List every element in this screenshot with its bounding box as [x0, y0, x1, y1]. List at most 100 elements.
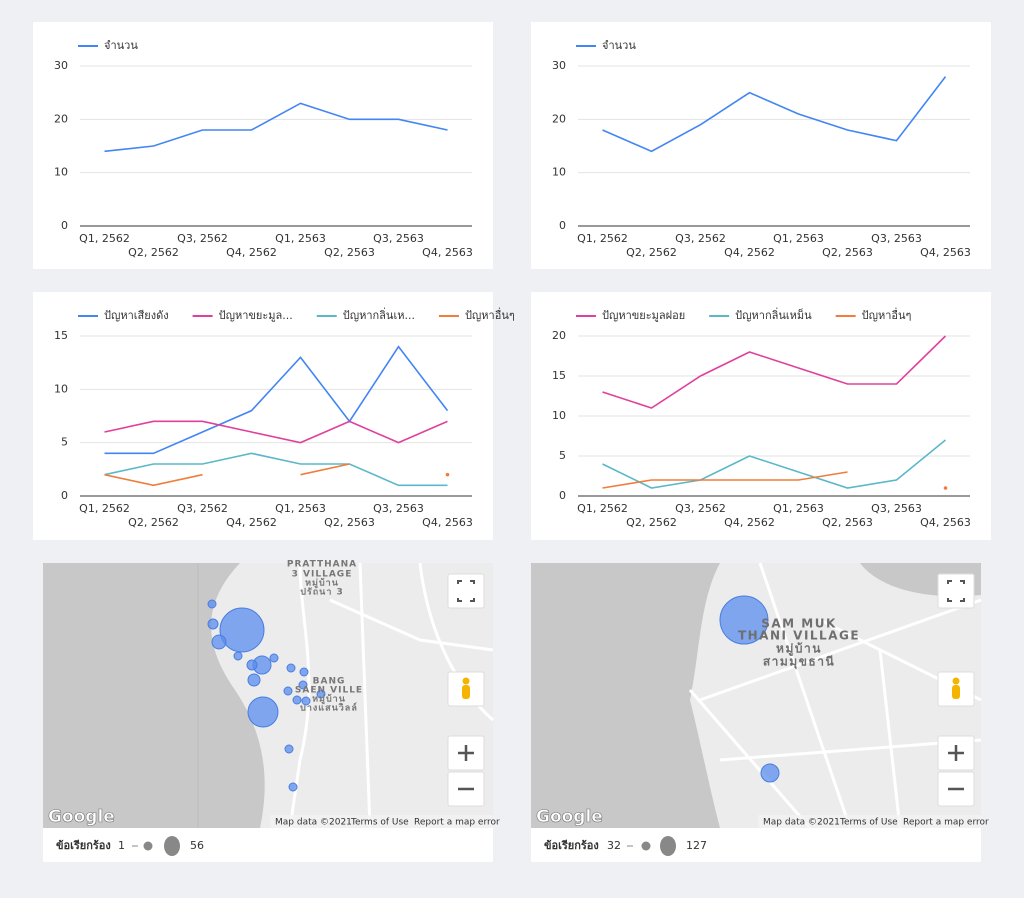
attribution-link[interactable]: Terms of Use: [350, 818, 409, 828]
map-label: BANG: [313, 677, 346, 687]
x-tick-label: Q4, 2562: [226, 246, 277, 259]
legend-title: ข้อเรียกร้อง: [544, 839, 599, 852]
line: [602, 76, 947, 153]
x-tick-label: Q1, 2562: [577, 232, 628, 245]
x-tick-label: Q4, 2562: [226, 516, 277, 529]
map-label: SAM MUK: [761, 617, 837, 631]
bubble[interactable]: [207, 599, 217, 609]
map[interactable]: SAM MUK THANI VILLAGE หมู่บ้าน สามมุขธาน…: [531, 562, 989, 829]
attribution-link[interactable]: Report a map error: [414, 818, 500, 828]
line-point: [445, 472, 450, 477]
x-tick-label: Q4, 2562: [724, 246, 775, 259]
bubble[interactable]: [284, 744, 294, 754]
line: [602, 439, 947, 489]
card: [33, 292, 493, 540]
line: [104, 473, 203, 487]
x-tick-label: Q2, 2563: [324, 246, 375, 259]
x-tick-label: Q3, 2563: [373, 232, 424, 245]
x-tick-label: Q3, 2562: [177, 502, 228, 515]
y-tick-label: 10: [552, 409, 566, 422]
bubble[interactable]: [299, 667, 309, 677]
attribution: Map data ©2021: [275, 818, 352, 828]
x-tick-label: Q1, 2562: [79, 502, 130, 515]
map-logo: Google: [536, 807, 603, 827]
bubble[interactable]: [246, 659, 258, 671]
x-tick-label: Q1, 2563: [275, 232, 326, 245]
x-tick-label: Q2, 2562: [128, 246, 179, 259]
bubble[interactable]: [219, 607, 265, 653]
y-tick-label: 10: [54, 382, 68, 395]
map-legend: [531, 828, 981, 862]
bubble[interactable]: [247, 696, 279, 728]
attribution-link[interactable]: Terms of Use: [839, 818, 898, 828]
fullscreen-button[interactable]: [937, 573, 975, 609]
map-label: สามมุขธานี: [763, 655, 835, 670]
map-label: ปรัถนา 3: [300, 587, 344, 598]
x-tick-label: Q4, 2563: [920, 516, 971, 529]
zoom-in-button[interactable]: [937, 735, 975, 771]
bubble[interactable]: [288, 782, 298, 792]
zoom-out-button[interactable]: [937, 771, 975, 807]
legend-label: ปัญหาเสียงดัง: [104, 309, 169, 322]
y-tick-label: 5: [559, 449, 566, 462]
x-tick-label: Q2, 2562: [626, 246, 677, 259]
line: [300, 463, 350, 476]
legend-min: 32: [607, 839, 621, 852]
fullscreen-button[interactable]: [447, 573, 485, 609]
x-tick-label: Q2, 2562: [626, 516, 677, 529]
bubble[interactable]: [316, 689, 326, 699]
roads: [288, 562, 494, 829]
attribution-bar: [758, 815, 981, 828]
legend-label: ปัญหาขยะมูล...: [219, 309, 293, 322]
pegman-button[interactable]: [447, 671, 485, 707]
line: [104, 452, 448, 487]
bubble[interactable]: [211, 634, 227, 650]
x-tick-label: Q2, 2563: [822, 246, 873, 259]
card: [33, 22, 493, 269]
legend-label: ปัญหาอื่นๆ: [465, 307, 515, 322]
bubble[interactable]: [207, 618, 219, 630]
roads: [688, 562, 982, 829]
map-label: SAEN VILLE: [295, 686, 363, 696]
x-tick-label: Q4, 2563: [422, 246, 473, 259]
pegman-button[interactable]: [937, 671, 975, 707]
attribution-link[interactable]: Report a map error: [903, 818, 989, 828]
bubble[interactable]: [301, 696, 311, 706]
x-tick-label: Q3, 2562: [675, 232, 726, 245]
attribution: Map data ©2021: [763, 818, 840, 828]
bubble[interactable]: [233, 651, 243, 661]
zoom-out-button[interactable]: [447, 771, 485, 807]
x-tick-label: Q1, 2562: [577, 502, 628, 515]
y-tick-label: 10: [54, 166, 68, 179]
map[interactable]: PRATTHANA 3 VILLAGE หมู่บ้าน ปรัถนา 3 BA…: [43, 560, 500, 829]
bubble[interactable]: [286, 663, 296, 673]
bubble[interactable]: [269, 653, 279, 663]
bubble[interactable]: [283, 686, 293, 696]
bubble[interactable]: [292, 695, 302, 705]
legend-small: [641, 841, 651, 851]
map-label: หมู่บ้าน: [312, 694, 346, 705]
map-label: THANI VILLAGE: [738, 629, 860, 643]
legend-min: 1: [118, 839, 125, 852]
map-label: บางแสนวิลล์: [300, 702, 358, 714]
legend-large: [660, 836, 676, 856]
y-tick-label: 30: [552, 59, 566, 72]
y-tick-label: 15: [54, 329, 68, 342]
map-label: หมู่บ้าน: [776, 642, 822, 657]
bubble[interactable]: [298, 680, 308, 690]
x-tick-label: Q4, 2562: [724, 516, 775, 529]
legend-label: จำนวน: [104, 39, 138, 52]
water: [43, 563, 265, 828]
water: [531, 563, 720, 828]
bubble[interactable]: [719, 595, 769, 645]
line: [104, 102, 448, 153]
map-label: หมู่บ้าน: [305, 578, 339, 589]
card: [531, 22, 991, 269]
line: [104, 420, 448, 444]
bubble[interactable]: [247, 673, 261, 687]
legend-max: 127: [686, 839, 707, 852]
legend-label: ปัญหากลิ่นเหม็น: [735, 307, 812, 322]
bubble[interactable]: [760, 763, 780, 783]
line: [104, 345, 449, 455]
zoom-in-button[interactable]: [447, 735, 485, 771]
